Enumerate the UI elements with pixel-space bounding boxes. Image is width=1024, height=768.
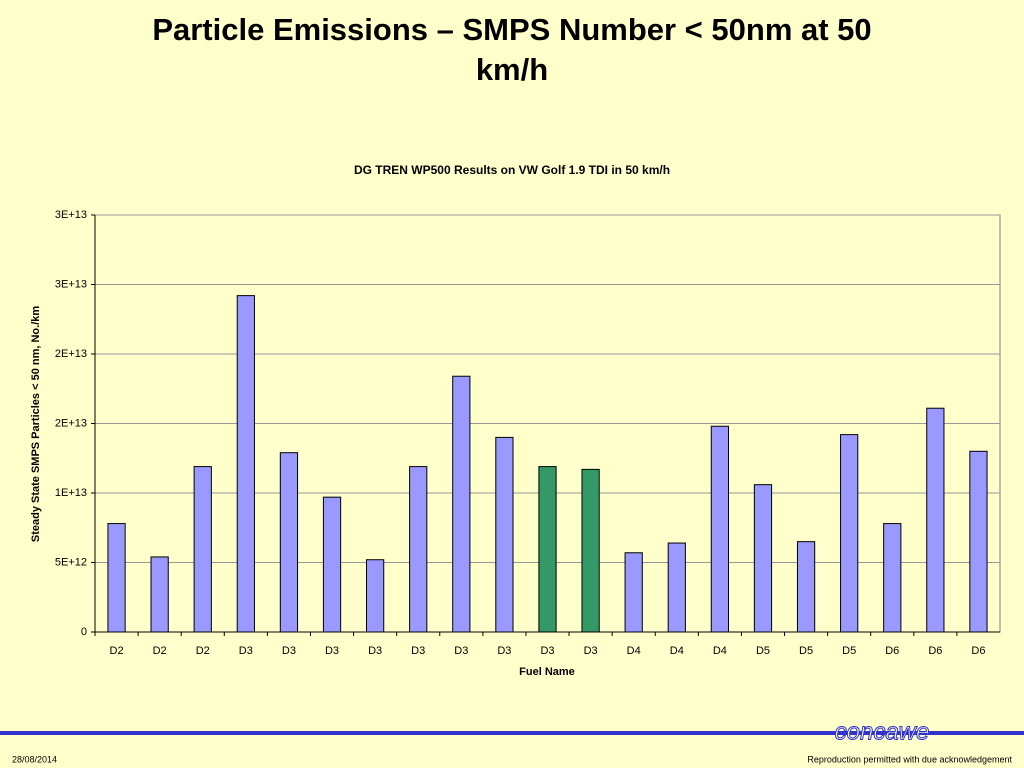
bar [150, 556, 169, 633]
x-tick-label: D5 [842, 645, 856, 657]
x-tick-label: D3 [411, 645, 425, 657]
x-tick-label: D3 [540, 645, 554, 657]
bar [883, 523, 902, 633]
bar [193, 466, 212, 633]
y-tick-label: 3E+13 [55, 278, 87, 290]
x-tick-label: D6 [885, 645, 899, 657]
bar [107, 523, 126, 633]
x-tick-label: D3 [325, 645, 339, 657]
x-tick-label: D3 [239, 645, 253, 657]
y-tick-label: 5E+12 [55, 556, 87, 568]
x-tick-label: D6 [971, 645, 985, 657]
y-tick-label: 2E+13 [55, 348, 87, 360]
bar [366, 559, 385, 633]
bar [969, 450, 988, 633]
bar [796, 541, 816, 633]
x-tick-label: D2 [110, 645, 124, 657]
y-tick-label: 2E+13 [55, 417, 87, 429]
footer-date: 28/08/2014 [12, 754, 57, 764]
bar [409, 466, 428, 633]
x-tick-label: D3 [368, 645, 382, 657]
x-tick-label: D3 [454, 645, 468, 657]
x-tick-label: D2 [153, 645, 167, 657]
logo: concawe [835, 718, 930, 745]
x-tick-label: D5 [756, 645, 770, 657]
y-tick-label: 0 [81, 626, 87, 638]
bar [538, 466, 557, 633]
bar [624, 552, 643, 633]
chart-title: DG TREN WP500 Results on VW Golf 1.9 TDI… [354, 163, 670, 177]
x-tick-label: D2 [196, 645, 210, 657]
footer-line [0, 731, 1024, 735]
bar [452, 375, 471, 633]
x-tick-label: D6 [928, 645, 942, 657]
x-axis-label: Fuel Name [519, 666, 575, 678]
x-tick-label: D4 [627, 645, 641, 657]
bar [753, 484, 773, 633]
x-tick-label: D4 [713, 645, 727, 657]
bar [667, 542, 686, 633]
bar [279, 452, 299, 633]
bar [926, 407, 945, 633]
y-tick-label: 3E+13 [55, 209, 87, 221]
x-tick-label: D3 [584, 645, 598, 657]
footer-note: Reproduction permitted with due acknowle… [807, 754, 1012, 764]
bar [322, 496, 342, 633]
y-axis-label: Steady State SMPS Particles < 50 nm, No.… [30, 306, 42, 543]
x-tick-label: D3 [282, 645, 296, 657]
bar [581, 468, 600, 633]
bar [840, 434, 859, 633]
x-tick-label: D5 [799, 645, 813, 657]
bar [495, 436, 514, 633]
bar [710, 425, 729, 633]
bar [236, 295, 255, 633]
slide-title: Particle Emissions – SMPS Number < 50nm … [152, 12, 872, 87]
x-tick-label: D4 [670, 645, 684, 657]
y-tick-label: 1E+13 [55, 487, 87, 499]
x-tick-label: D3 [497, 645, 511, 657]
